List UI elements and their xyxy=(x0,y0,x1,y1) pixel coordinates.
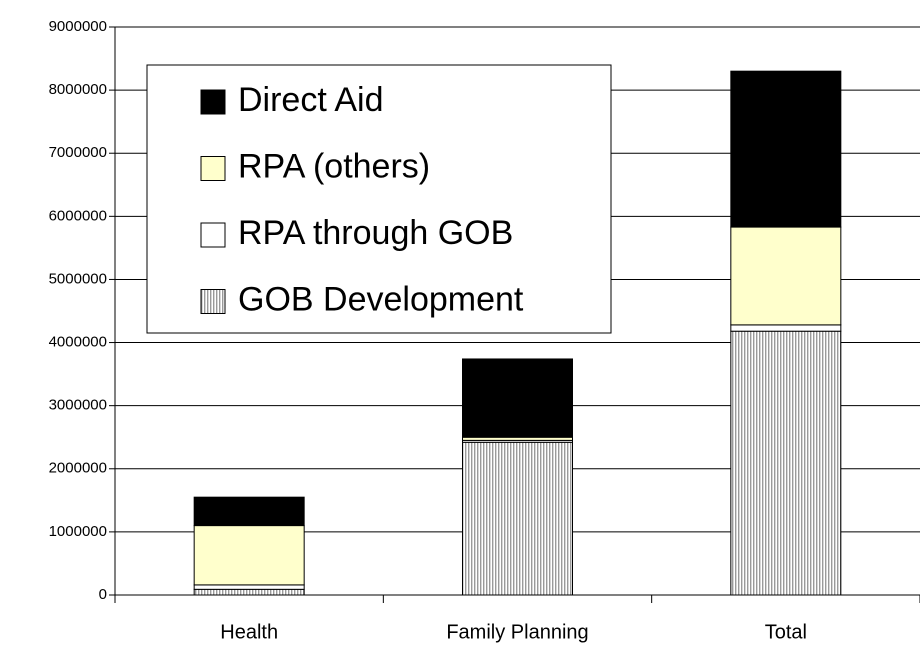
bar-segment xyxy=(193,496,305,527)
x-tick-label: Health xyxy=(220,621,278,643)
y-tick-label: 0 xyxy=(99,586,107,603)
y-tick-label: 8000000 xyxy=(49,81,107,98)
y-tick-label: 7000000 xyxy=(49,144,107,161)
legend: GOB Development RPA through GOB RPA (other… xyxy=(146,64,612,334)
bar-segment xyxy=(730,70,842,228)
legend-swatch xyxy=(200,89,226,115)
bar-segment xyxy=(730,226,842,326)
bar-segment xyxy=(462,358,573,438)
x-tick-label: Family Planning xyxy=(446,621,588,643)
bar-segment xyxy=(193,588,305,596)
y-tick-label: 6000000 xyxy=(49,207,107,224)
x-tick-label: Total xyxy=(765,621,807,643)
y-tick-label: 1000000 xyxy=(49,523,107,540)
bar-segment xyxy=(730,330,842,596)
legend-swatch xyxy=(200,222,226,248)
y-tick-label: 5000000 xyxy=(49,270,107,287)
legend-swatch xyxy=(200,289,226,314)
bar-segment xyxy=(462,441,573,596)
y-tick-label: 4000000 xyxy=(49,334,107,351)
bar-segment xyxy=(193,584,305,590)
bar-segment xyxy=(730,324,842,332)
legend-label: GOB Development xyxy=(238,280,524,318)
legend-label: RPA (others) xyxy=(238,147,430,185)
bar-segment xyxy=(193,525,305,586)
legend-swatch xyxy=(200,156,226,181)
y-tick-label: 9000000 xyxy=(49,18,107,35)
legend-label: Direct Aid xyxy=(238,81,384,119)
y-tick-label: 2000000 xyxy=(49,460,107,477)
legend-label: RPA through GOB xyxy=(238,214,513,252)
y-tick-label: 3000000 xyxy=(49,397,107,414)
